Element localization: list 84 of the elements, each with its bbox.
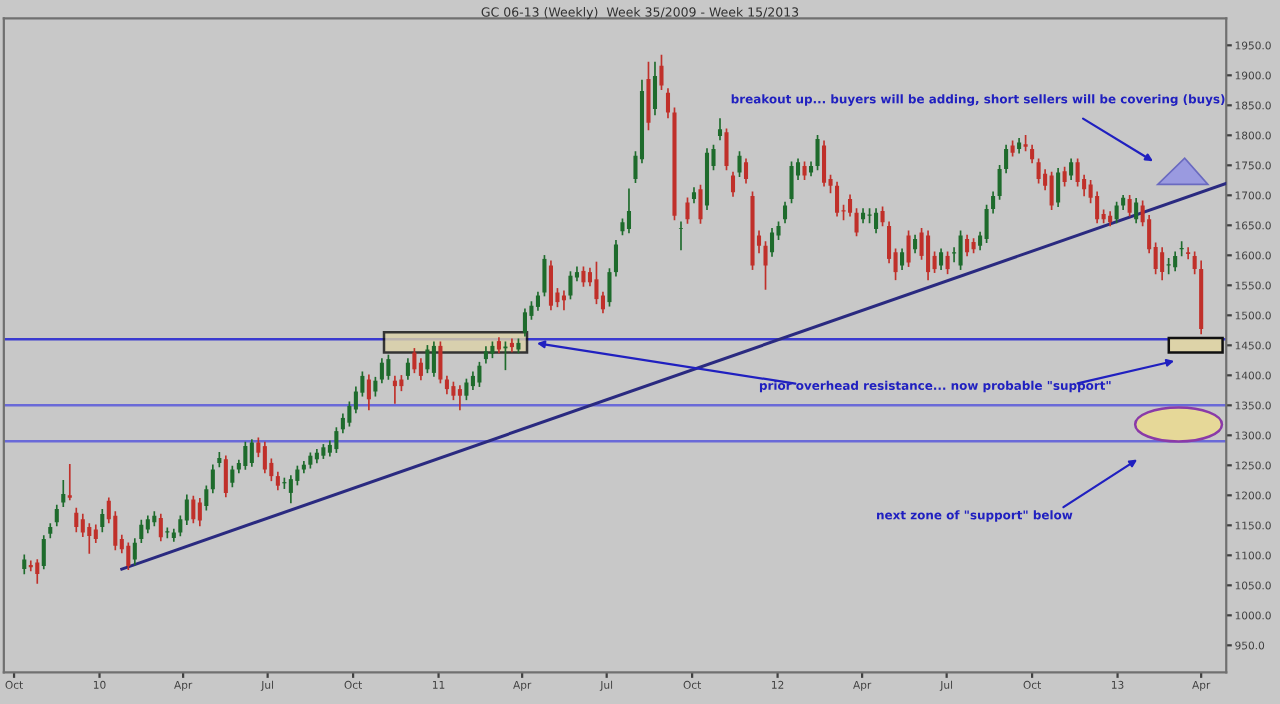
candlestick [900, 248, 905, 270]
candlestick [334, 427, 339, 453]
candlestick [874, 208, 879, 234]
candlestick [210, 464, 215, 494]
candlestick [581, 266, 586, 287]
candlestick [386, 354, 391, 380]
candlestick [204, 485, 209, 511]
candlestick [835, 181, 840, 217]
candlestick [243, 441, 248, 470]
candlestick [22, 554, 27, 575]
candlestick [594, 261, 599, 305]
candlestick [769, 228, 775, 257]
candlestick [431, 341, 436, 377]
candlestick [165, 527, 170, 539]
candlestick [366, 374, 371, 411]
candlestick [1095, 191, 1100, 224]
candlestick [1056, 168, 1061, 207]
candlestick [906, 230, 911, 267]
candlestick [54, 504, 59, 527]
candlestick [724, 128, 729, 171]
candlestick [652, 61, 658, 116]
candlestick [1127, 195, 1132, 217]
candlestick [789, 161, 794, 204]
candlestick [392, 375, 397, 404]
candlestick [737, 151, 742, 177]
candlestick [418, 358, 423, 381]
candlestick [848, 194, 853, 217]
candlestick [1134, 198, 1139, 224]
candlestick [698, 184, 703, 224]
candlestick [1186, 247, 1191, 260]
candlestick [61, 480, 66, 507]
candlestick [1049, 171, 1054, 210]
candlestick [74, 507, 79, 533]
candlestick [158, 513, 163, 542]
candlestick [568, 271, 573, 300]
candlestick [854, 208, 859, 237]
candlestick [412, 348, 417, 374]
candlestick [67, 463, 72, 501]
candlestick [340, 413, 345, 434]
candlestick [743, 158, 749, 184]
candlestick [405, 358, 410, 380]
candlestick [821, 140, 827, 187]
candlestick [958, 230, 963, 270]
candlestick [457, 385, 462, 411]
candlestick [197, 498, 202, 527]
candlestick [926, 230, 931, 281]
candlestick [1114, 201, 1119, 224]
candlestick [939, 248, 944, 270]
candlestick [477, 361, 482, 387]
candlestick [1036, 158, 1041, 184]
candlestick [230, 465, 235, 488]
candlestick [41, 535, 46, 570]
candlestick [223, 455, 228, 498]
candlestick [685, 197, 690, 224]
candlestick [659, 54, 664, 90]
candlestick [35, 559, 40, 584]
candlestick [464, 378, 469, 401]
candlestick [522, 308, 527, 337]
candlestick [678, 221, 684, 251]
candlestick [288, 475, 293, 504]
candlestick [126, 542, 131, 570]
candlestick [184, 494, 189, 525]
candlestick [965, 234, 970, 257]
candlestick [730, 171, 736, 197]
candlestick [249, 439, 254, 467]
candlestick [373, 376, 378, 397]
candlestick [1069, 158, 1074, 180]
candlestick [626, 188, 632, 234]
candlestick [379, 358, 384, 384]
candlestick [1173, 251, 1178, 272]
candlestick [945, 251, 950, 275]
candlestick [782, 201, 788, 224]
candlestick [1062, 166, 1067, 187]
candlestick [100, 508, 105, 533]
candlestick [262, 441, 267, 474]
candlestick [438, 341, 443, 384]
candlestick [1160, 247, 1165, 281]
candlestick [509, 338, 514, 353]
candlestick [191, 495, 196, 524]
candlestick [717, 118, 723, 141]
candlestick [425, 345, 430, 374]
candlestick [548, 260, 553, 311]
candlestick [815, 135, 820, 171]
candlestick [646, 61, 651, 131]
